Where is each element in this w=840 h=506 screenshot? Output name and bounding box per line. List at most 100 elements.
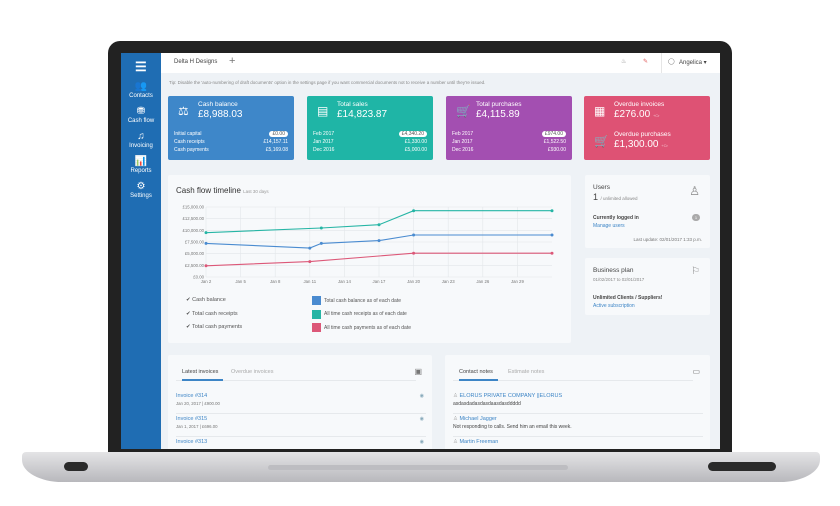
- row-label: Initial capital: [174, 131, 202, 137]
- data-point: [377, 223, 381, 227]
- sidebar-item-label: Invoicing: [129, 143, 153, 149]
- sidebar-item-cash-flow[interactable]: ⛃ Cash flow: [121, 106, 161, 124]
- sidebar-icon: ⚙: [136, 181, 146, 192]
- x-tick-label: Jan 20: [407, 279, 421, 284]
- comment-icon[interactable]: ▭: [692, 367, 700, 376]
- invoices-panel: Latest invoices Overdue invoices ▣ Invoic…: [168, 355, 432, 449]
- eye-icon[interactable]: ◉: [419, 439, 424, 445]
- card-icon: ▤: [317, 104, 329, 118]
- row-value: £14,157.11: [263, 139, 288, 145]
- divider: [661, 53, 662, 73]
- tab-contact-notes[interactable]: Contact notes: [459, 369, 498, 381]
- tab-latest-invoices[interactable]: Latest invoices: [182, 369, 224, 381]
- sidebar-item-contacts[interactable]: 👥 Contacts: [121, 81, 161, 99]
- data-point: [308, 260, 312, 264]
- logo-icon[interactable]: ☰: [135, 59, 147, 74]
- notes-panel: Contact notes Estimate notes ▭ ♙ ELORUS P…: [445, 355, 710, 449]
- contact-link[interactable]: ELORUS PRIVATE COMPANY ||ELORUS: [459, 393, 563, 399]
- add-tab-button[interactable]: +: [229, 55, 236, 67]
- x-tick-label: Jan 29: [511, 279, 525, 284]
- card-total-purchases[interactable]: 🛒 Total purchases £4,115.89 Feb 2017 £974.00…: [446, 96, 572, 160]
- fire-icon[interactable]: ♨: [621, 59, 627, 65]
- series-line-2: [205, 252, 552, 267]
- invoice-row: Invoice #315 Jan 1, 2017 | £696.00 ◉: [176, 416, 426, 437]
- row-label: Dec 2016: [452, 147, 474, 153]
- invoice-icon: ▦: [594, 104, 606, 118]
- user-avatar-icon: ◯: [668, 59, 675, 65]
- sidebar-icon: 📊: [134, 156, 148, 167]
- users-title: Users: [593, 184, 610, 191]
- series-toggle[interactable]: ✔ Cash balance: [186, 297, 226, 303]
- card-row: Dec 2016 £930.00: [452, 146, 566, 154]
- contact-icon: ♙: [453, 439, 458, 445]
- card-icon: ⚖: [178, 104, 189, 118]
- sidebar-item-label: Reports: [130, 168, 152, 174]
- invoice-link[interactable]: Invoice #313: [176, 439, 208, 445]
- data-point: [550, 209, 554, 213]
- tab-estimate-notes[interactable]: Estimate notes: [508, 369, 545, 375]
- card-title: Total purchases: [476, 101, 522, 108]
- invoice-link[interactable]: Invoice #314: [176, 393, 208, 399]
- sidebar-item-reports[interactable]: 📊 Reports: [121, 156, 161, 174]
- card-value: £1,300.00 +Cr: [614, 139, 668, 150]
- eye-icon[interactable]: ◉: [419, 416, 424, 422]
- row-value: £1,330.00: [404, 139, 427, 145]
- card-title: Cash balance: [198, 101, 238, 108]
- y-tick-label: £7,500.00: [185, 240, 205, 245]
- data-point: [377, 239, 381, 243]
- row-label: Feb 2017: [313, 131, 335, 137]
- contact-link[interactable]: Martin Freeman: [459, 439, 499, 445]
- row-label: Feb 2017: [452, 131, 474, 137]
- card-total-sales[interactable]: ▤ Total sales £14,823.87 Feb 2017 £4,340.20 J…: [307, 96, 433, 160]
- x-tick-label: Jan 26: [476, 279, 490, 284]
- sidebar-item-invoicing[interactable]: ♫ Invoicing: [121, 131, 161, 149]
- cash-flow-chart: £0.00 £2,500.00 £5,000.00 £7,500.00 £10,000.…: [182, 205, 554, 284]
- note-text: asdasdadasdasdaasdasddddd: [453, 401, 521, 407]
- x-tick-label: Jan 14: [338, 279, 352, 284]
- card-value: £8,988.03: [198, 109, 243, 120]
- row-label: Jan 2017: [452, 139, 473, 145]
- row-label: Jan 2017: [313, 139, 334, 145]
- card-row: Jan 2017 £1,522.50: [452, 138, 566, 146]
- toggle-label: Cash balance: [192, 297, 226, 303]
- users-count: 1 / unlimited allowed: [593, 192, 638, 202]
- row-value: £5,169.08: [265, 147, 288, 153]
- card-row: Cash payments £5,169.08: [174, 146, 288, 154]
- eye-icon[interactable]: ◉: [419, 393, 424, 399]
- note-row: ♙ Martin Freeman: [453, 439, 703, 449]
- check-icon: ✔: [186, 310, 191, 317]
- toggle-label: Total cash receipts: [192, 310, 238, 317]
- legend-label: All time cash payments as of each date: [324, 324, 411, 331]
- y-tick-label: £0.00: [193, 275, 204, 280]
- card-title: Total sales: [337, 101, 368, 108]
- card-row: Cash receipts £14,157.11: [174, 138, 288, 146]
- tab-overdue-invoices[interactable]: Overdue invoices: [231, 369, 274, 375]
- contact-link[interactable]: Michael Jagger: [459, 416, 497, 422]
- check-icon: ✔: [186, 324, 191, 330]
- card-row: Jan 2017 £1,330.00: [313, 138, 427, 146]
- series-toggle[interactable]: ✔ Total cash payments: [186, 324, 242, 330]
- data-point: [204, 241, 208, 245]
- app-screen: ☰ 👥 Contacts ⛃ Cash flow ♫ Invoicing 📊 Reports ⚙…: [121, 53, 720, 449]
- last-update: Last update: 02/01/2017 1:33 p.m.: [633, 237, 702, 242]
- manage-users-link[interactable]: Manage users: [593, 223, 625, 229]
- series-toggle[interactable]: ✔ Total cash receipts: [186, 311, 238, 317]
- company-name[interactable]: Delta H Designs: [174, 59, 218, 65]
- user-icon: ♙: [689, 184, 700, 198]
- invoice-link[interactable]: Invoice #315: [176, 416, 208, 422]
- legend-swatch: [312, 323, 321, 332]
- card-row: Feb 2017 £4,340.20: [313, 130, 427, 138]
- row-value: £5,000.00: [404, 147, 427, 153]
- series-line-0: [205, 234, 552, 249]
- laptop-notch: [268, 465, 568, 470]
- card-cash-balance[interactable]: ⚖ Cash balance £8,988.03 Initial capital £0.…: [168, 96, 294, 160]
- plan-title: Business plan: [593, 267, 634, 274]
- user-menu[interactable]: Angelica ▾: [679, 60, 707, 66]
- topbar: Delta H Designs + ♨ ✎ ◯ Angelica ▾: [161, 53, 720, 73]
- sidebar-item-settings[interactable]: ⚙ Settings: [121, 181, 161, 199]
- card-overdue[interactable]: ▦ Overdue invoices £276.00 +Cr 🛒 Overdue…: [584, 96, 710, 160]
- invoice-list-icon[interactable]: ▣: [414, 367, 422, 376]
- legend-label: All time cash receipts as of each date: [324, 311, 407, 317]
- subscription-link[interactable]: Active subscription: [593, 303, 635, 309]
- notification-icon[interactable]: ✎: [643, 59, 649, 65]
